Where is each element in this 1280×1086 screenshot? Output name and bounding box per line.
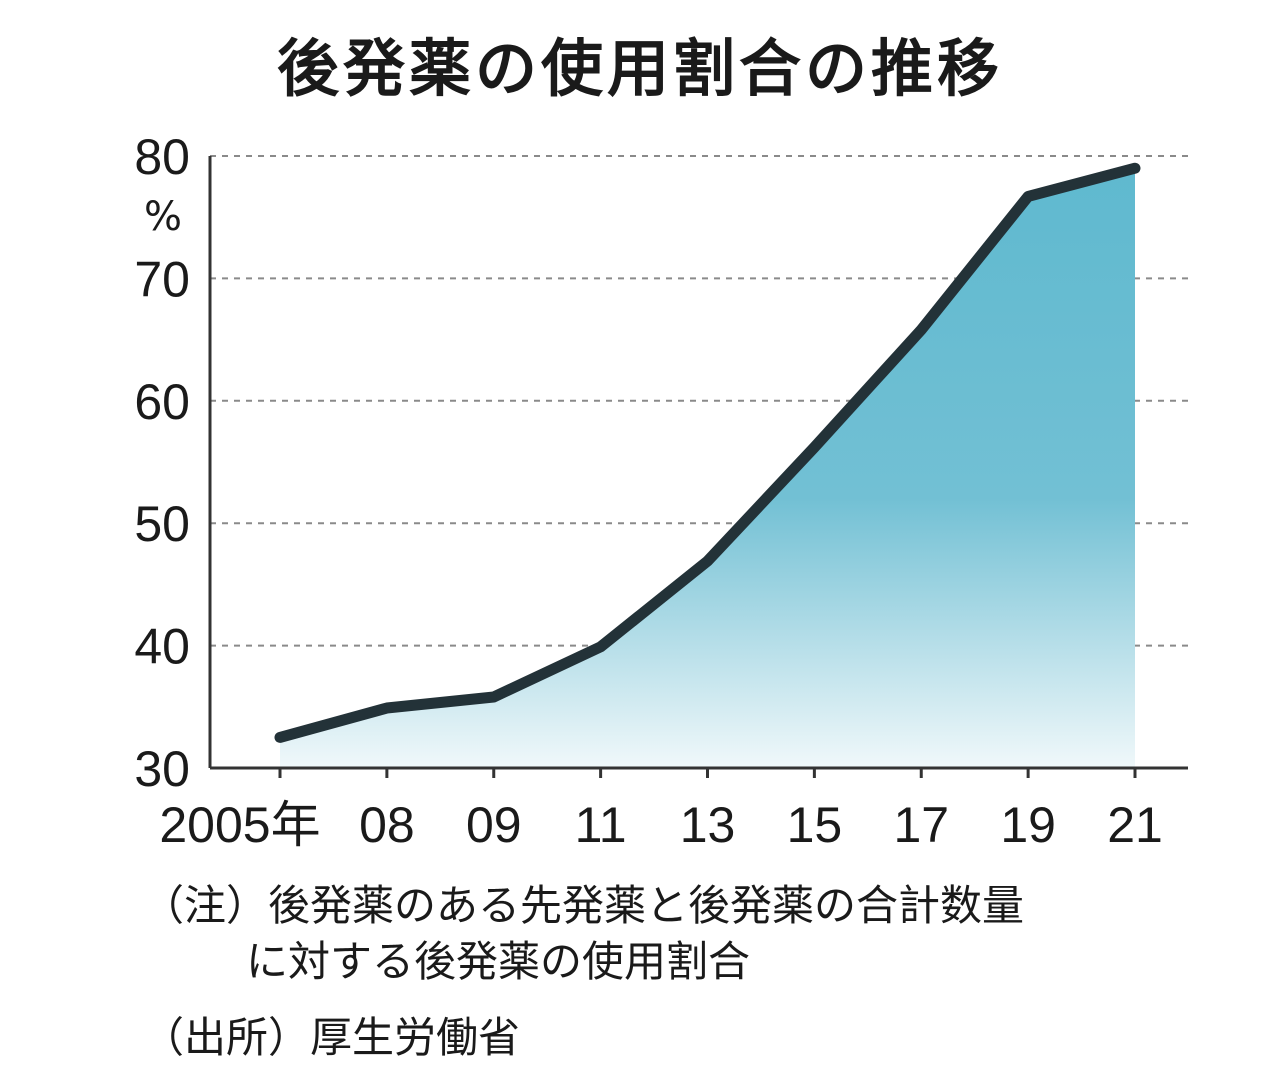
data-point-15 bbox=[811, 444, 818, 451]
data-point-08 bbox=[383, 705, 390, 712]
x-tick-label-3: 11 bbox=[575, 797, 627, 853]
data-point-21 bbox=[1132, 165, 1138, 172]
x-tick-labels: 2005年 08 09 11 13 15 17 19 21 bbox=[159, 797, 1162, 853]
data-point-11 bbox=[597, 643, 604, 650]
x-tick-label-8: 21 bbox=[1107, 797, 1163, 853]
data-point-09 bbox=[490, 694, 497, 701]
x-tick-label-2: 09 bbox=[466, 797, 522, 853]
data-point-2005年 bbox=[277, 734, 283, 741]
data-point-19 bbox=[1025, 193, 1032, 200]
x-tick-label-5: 15 bbox=[787, 797, 843, 853]
note-line-2: に対する後発薬の使用割合 bbox=[246, 937, 751, 986]
axes bbox=[208, 156, 1188, 778]
y-tick-label-50: 50 bbox=[134, 496, 190, 552]
x-tick-label-4: 13 bbox=[680, 797, 736, 853]
y-tick-label-60: 60 bbox=[134, 374, 190, 430]
y-tick-label-70: 70 bbox=[134, 251, 190, 307]
y-tick-labels: 30 40 50 60 70 80 bbox=[134, 129, 190, 797]
chart-title: 後発薬の使用割合の推移 bbox=[276, 32, 1003, 105]
y-tick-label-40: 40 bbox=[134, 619, 190, 675]
x-tick-label-7: 19 bbox=[1000, 797, 1056, 853]
data-point-17 bbox=[918, 326, 925, 333]
x-tick-label-6: 17 bbox=[893, 797, 949, 853]
x-tick-label-0: 2005年 bbox=[159, 797, 320, 853]
area-fill bbox=[280, 168, 1135, 769]
x-tick-label-1: 08 bbox=[359, 797, 415, 853]
y-tick-label-80: 80 bbox=[134, 129, 190, 185]
source-note: （出所）厚生労働省 bbox=[142, 1013, 521, 1062]
note-line-1: （注）後発薬のある先発薬と後発薬の合計数量 bbox=[142, 881, 1025, 930]
data-point-13 bbox=[704, 558, 711, 565]
y-unit-label: % bbox=[144, 194, 182, 240]
y-tick-label-30: 30 bbox=[134, 741, 190, 797]
